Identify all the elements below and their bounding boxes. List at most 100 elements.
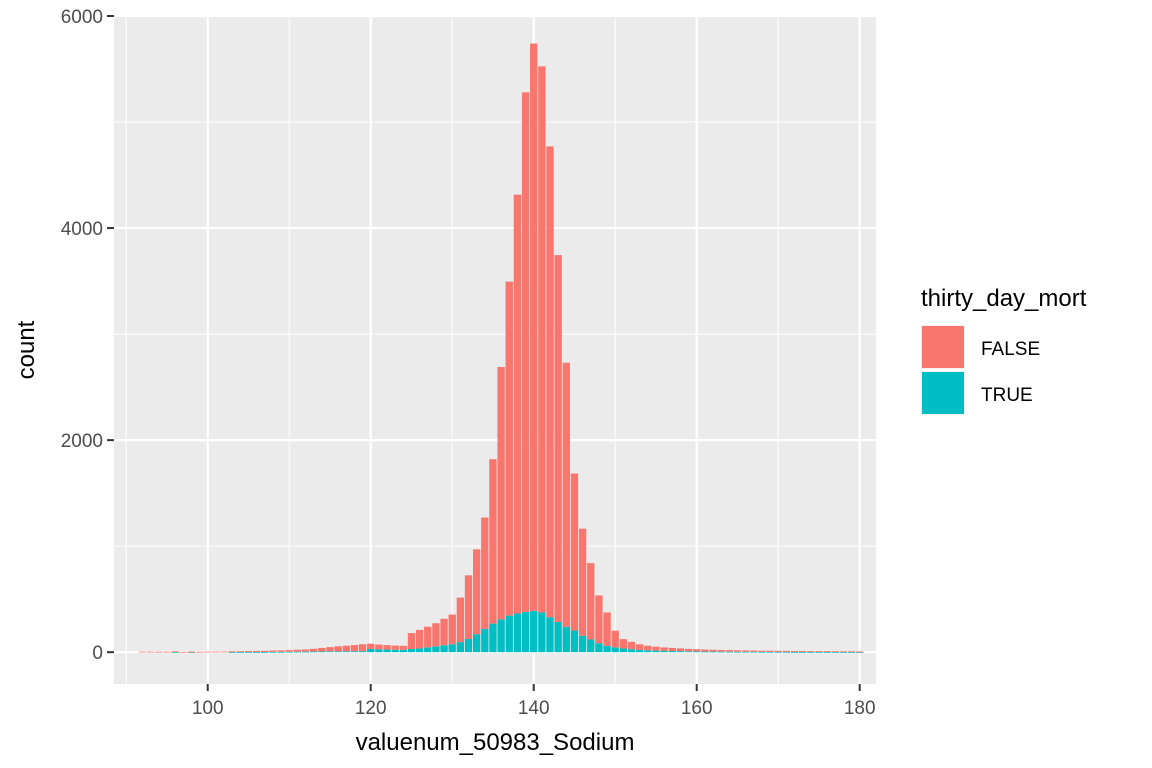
bar-false (733, 650, 742, 652)
bar-true (741, 651, 750, 653)
bar-false (301, 649, 310, 652)
bar-true (481, 628, 489, 653)
bar-true (301, 651, 310, 653)
x-tick-label: 100 (192, 698, 224, 719)
bar-true (318, 651, 326, 653)
bar-false (155, 651, 163, 653)
bar-true (595, 643, 603, 653)
bar-true (684, 651, 693, 653)
bar-true (815, 651, 823, 653)
bar-false (839, 651, 848, 653)
bar-true (252, 651, 261, 653)
bar-false (684, 648, 693, 652)
bar-false (627, 641, 636, 650)
y-tick-label: 4000 (61, 219, 103, 240)
bar-false (432, 623, 440, 647)
bar-false (269, 650, 277, 652)
bar-true (367, 649, 375, 653)
bar-true (285, 651, 293, 653)
bar-false (456, 597, 465, 643)
bar-true (358, 651, 367, 653)
legend-label-false: FALSE (981, 339, 1040, 360)
bar-false (693, 649, 701, 652)
bar-false (236, 651, 244, 653)
legend-swatch-true (922, 372, 964, 414)
bar-true (342, 651, 350, 653)
bar-false (595, 595, 603, 644)
bar-true (668, 651, 676, 653)
bar-true (839, 652, 848, 653)
bar-false (171, 651, 179, 653)
bar-false (187, 651, 196, 653)
bar-false (424, 626, 432, 648)
bar-false (603, 612, 611, 646)
bar-true (774, 651, 782, 653)
bar-false (481, 517, 489, 629)
x-tick-label: 120 (355, 698, 387, 719)
bar-true (269, 651, 277, 653)
bars (138, 43, 864, 653)
bar-false (790, 651, 799, 652)
bar-false (472, 549, 481, 635)
bar-false (538, 66, 546, 613)
bar-true (578, 635, 587, 653)
bar-true (831, 651, 839, 653)
bar-false (701, 649, 709, 652)
bar-false (676, 648, 685, 652)
bar-true (652, 650, 660, 653)
bar-false (554, 255, 562, 622)
legend-label-true: TRUE (981, 385, 1033, 406)
bar-false (358, 644, 367, 652)
bar-false (717, 649, 725, 652)
bar-true (554, 621, 562, 653)
bar-true (171, 651, 179, 653)
bar-true (521, 611, 530, 653)
bar-false (277, 650, 285, 652)
bar-false (644, 645, 652, 651)
bar-true (562, 626, 570, 653)
bar-false (505, 281, 513, 616)
bar-false (261, 650, 269, 652)
bar-false (798, 651, 807, 652)
bar-true (587, 639, 595, 653)
bar-false (635, 644, 644, 650)
bar-false (228, 651, 236, 653)
bar-false (204, 651, 212, 653)
bar-false (619, 639, 628, 649)
bar-true (530, 610, 538, 653)
legend: thirty_day_mort FALSE TRUE (921, 285, 1087, 415)
bar-true (790, 651, 799, 653)
bar-false (513, 194, 522, 614)
bar-false (212, 651, 220, 653)
y-tick-label: 2000 (61, 431, 103, 452)
bar-false (415, 629, 424, 649)
bar-false (464, 575, 473, 639)
bar-true (758, 651, 766, 653)
bar-false (758, 650, 766, 652)
bar-true (513, 613, 522, 653)
bar-true (823, 651, 831, 653)
bar-true (603, 645, 611, 653)
bar-true (383, 649, 391, 653)
bar-true (807, 651, 815, 653)
legend-title: thirty_day_mort (921, 285, 1087, 312)
bar-false (807, 651, 815, 652)
bar-true (725, 651, 733, 653)
bar-true (644, 650, 652, 653)
bar-true (415, 648, 424, 653)
bar-false (179, 651, 187, 653)
bar-true (407, 649, 416, 653)
bar-false (318, 647, 326, 652)
legend-swatch-false (922, 326, 964, 368)
bar-false (399, 645, 407, 650)
bar-true (733, 651, 742, 653)
bar-true (432, 646, 440, 653)
bar-false (741, 650, 750, 652)
bar-true (334, 651, 342, 653)
x-axis-title: valuenum_50983_Sodium (356, 729, 635, 756)
x-tick-label: 160 (681, 698, 713, 719)
bar-false (578, 528, 587, 636)
bar-true (261, 651, 269, 653)
bar-false (725, 650, 733, 652)
